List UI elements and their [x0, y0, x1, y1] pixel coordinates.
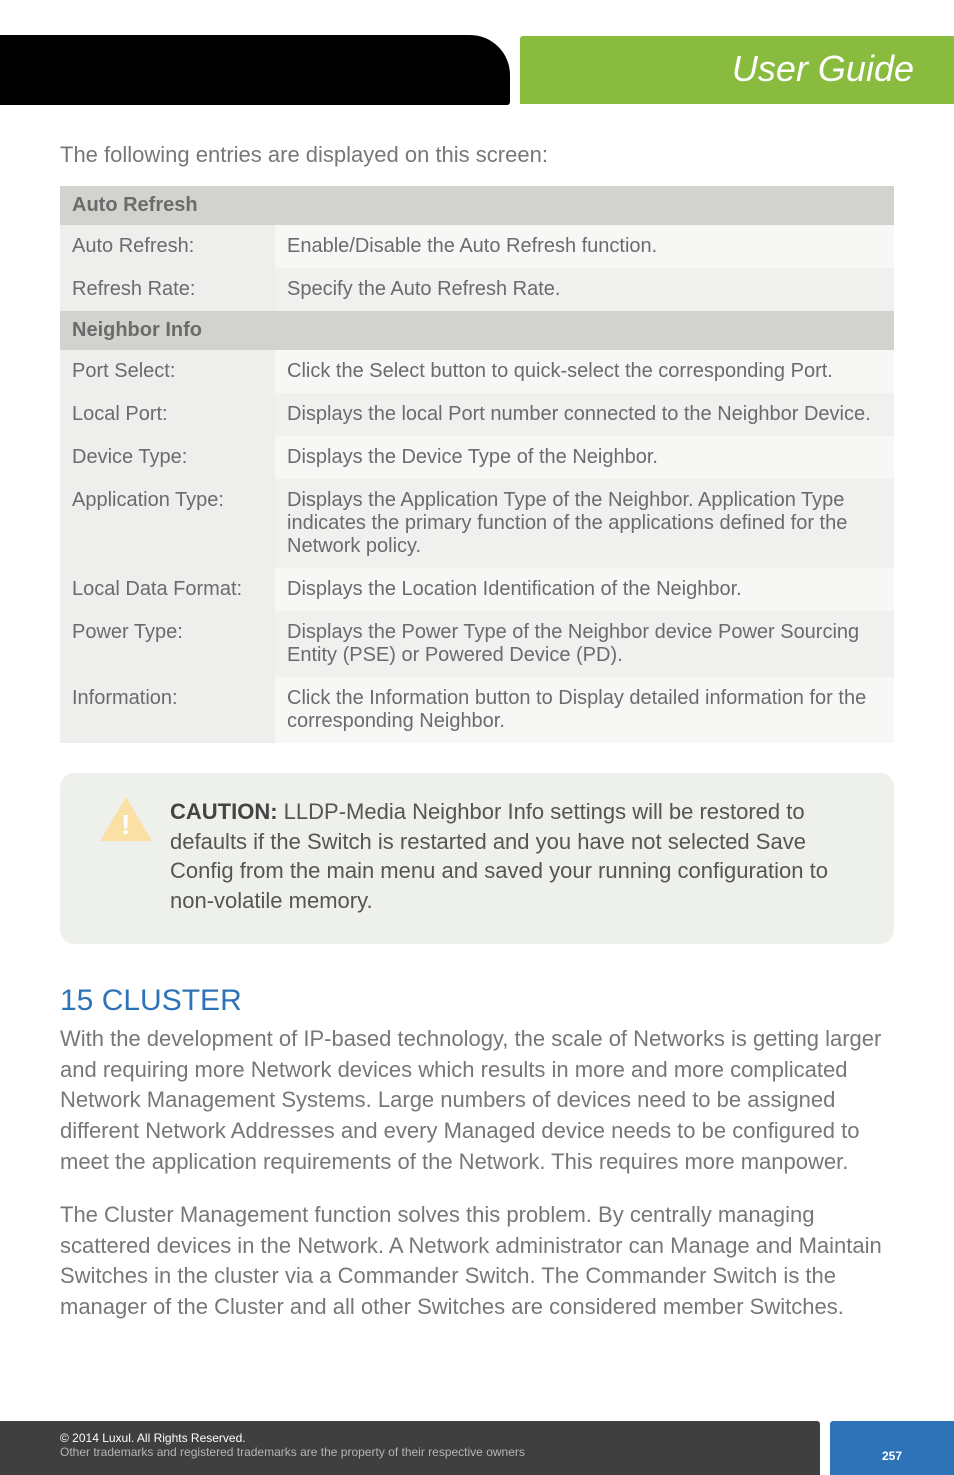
table-row: Device Type: Displays the Device Type of…: [60, 436, 894, 479]
row-value: Click the Information button to Display …: [275, 677, 894, 743]
row-value: Displays the local Port number connected…: [275, 393, 894, 436]
table-row: Local Data Format: Displays the Location…: [60, 568, 894, 611]
banner-title: User Guide: [732, 48, 914, 90]
cluster-paragraph-1: With the development of IP-based technol…: [60, 1024, 894, 1178]
footer-copyright: © 2014 Luxul. All Rights Reserved.: [60, 1431, 820, 1445]
row-key: Refresh Rate:: [60, 268, 275, 311]
row-key: Power Type:: [60, 611, 275, 677]
cluster-heading: 15 CLUSTER: [60, 984, 894, 1018]
page-footer: © 2014 Luxul. All Rights Reserved. Other…: [0, 1401, 954, 1475]
row-key: Port Select:: [60, 350, 275, 393]
row-value: Displays the Device Type of the Neighbor…: [275, 436, 894, 479]
caution-callout: CAUTION: LLDP-Media Neighbor Info settin…: [60, 773, 894, 944]
cluster-paragraph-2: The Cluster Management function solves t…: [60, 1200, 894, 1323]
row-key: Auto Refresh:: [60, 225, 275, 268]
caution-triangle-icon: [100, 797, 152, 841]
intro-text: The following entries are displayed on t…: [60, 142, 894, 168]
page-banner: User Guide: [0, 0, 954, 120]
footer-left-panel: © 2014 Luxul. All Rights Reserved. Other…: [0, 1421, 820, 1475]
row-value: Displays the Application Type of the Nei…: [275, 479, 894, 568]
banner-left-shape: [0, 35, 510, 105]
table-row: Power Type: Displays the Power Type of t…: [60, 611, 894, 677]
caution-label: CAUTION:: [170, 799, 278, 824]
table-row: Information: Click the Information butto…: [60, 677, 894, 743]
neighbor-info-header: Neighbor Info: [60, 311, 894, 350]
row-value: Click the Select button to quick-select …: [275, 350, 894, 393]
table-row: Auto Refresh: Enable/Disable the Auto Re…: [60, 225, 894, 268]
row-value: Displays the Location Identification of …: [275, 568, 894, 611]
row-key: Information:: [60, 677, 275, 743]
row-key: Local Port:: [60, 393, 275, 436]
table-row: Refresh Rate: Specify the Auto Refresh R…: [60, 268, 894, 311]
row-value: Specify the Auto Refresh Rate.: [275, 268, 894, 311]
row-key: Application Type:: [60, 479, 275, 568]
table-section-header: Auto Refresh: [60, 186, 894, 225]
row-key: Local Data Format:: [60, 568, 275, 611]
table-row: Local Port: Displays the local Port numb…: [60, 393, 894, 436]
caution-text: CAUTION: LLDP-Media Neighbor Info settin…: [170, 797, 854, 916]
table-row: Port Select: Click the Select button to …: [60, 350, 894, 393]
footer-right-panel: 257: [830, 1421, 954, 1475]
row-value: Displays the Power Type of the Neighbor …: [275, 611, 894, 677]
auto-refresh-header: Auto Refresh: [60, 186, 894, 225]
footer-trademark-note: Other trademarks and registered trademar…: [60, 1445, 820, 1459]
definitions-table: Auto Refresh Auto Refresh: Enable/Disabl…: [60, 186, 894, 743]
table-section-header: Neighbor Info: [60, 311, 894, 350]
table-row: Application Type: Displays the Applicati…: [60, 479, 894, 568]
page-number: 257: [830, 1421, 954, 1463]
row-key: Device Type:: [60, 436, 275, 479]
row-value: Enable/Disable the Auto Refresh function…: [275, 225, 894, 268]
